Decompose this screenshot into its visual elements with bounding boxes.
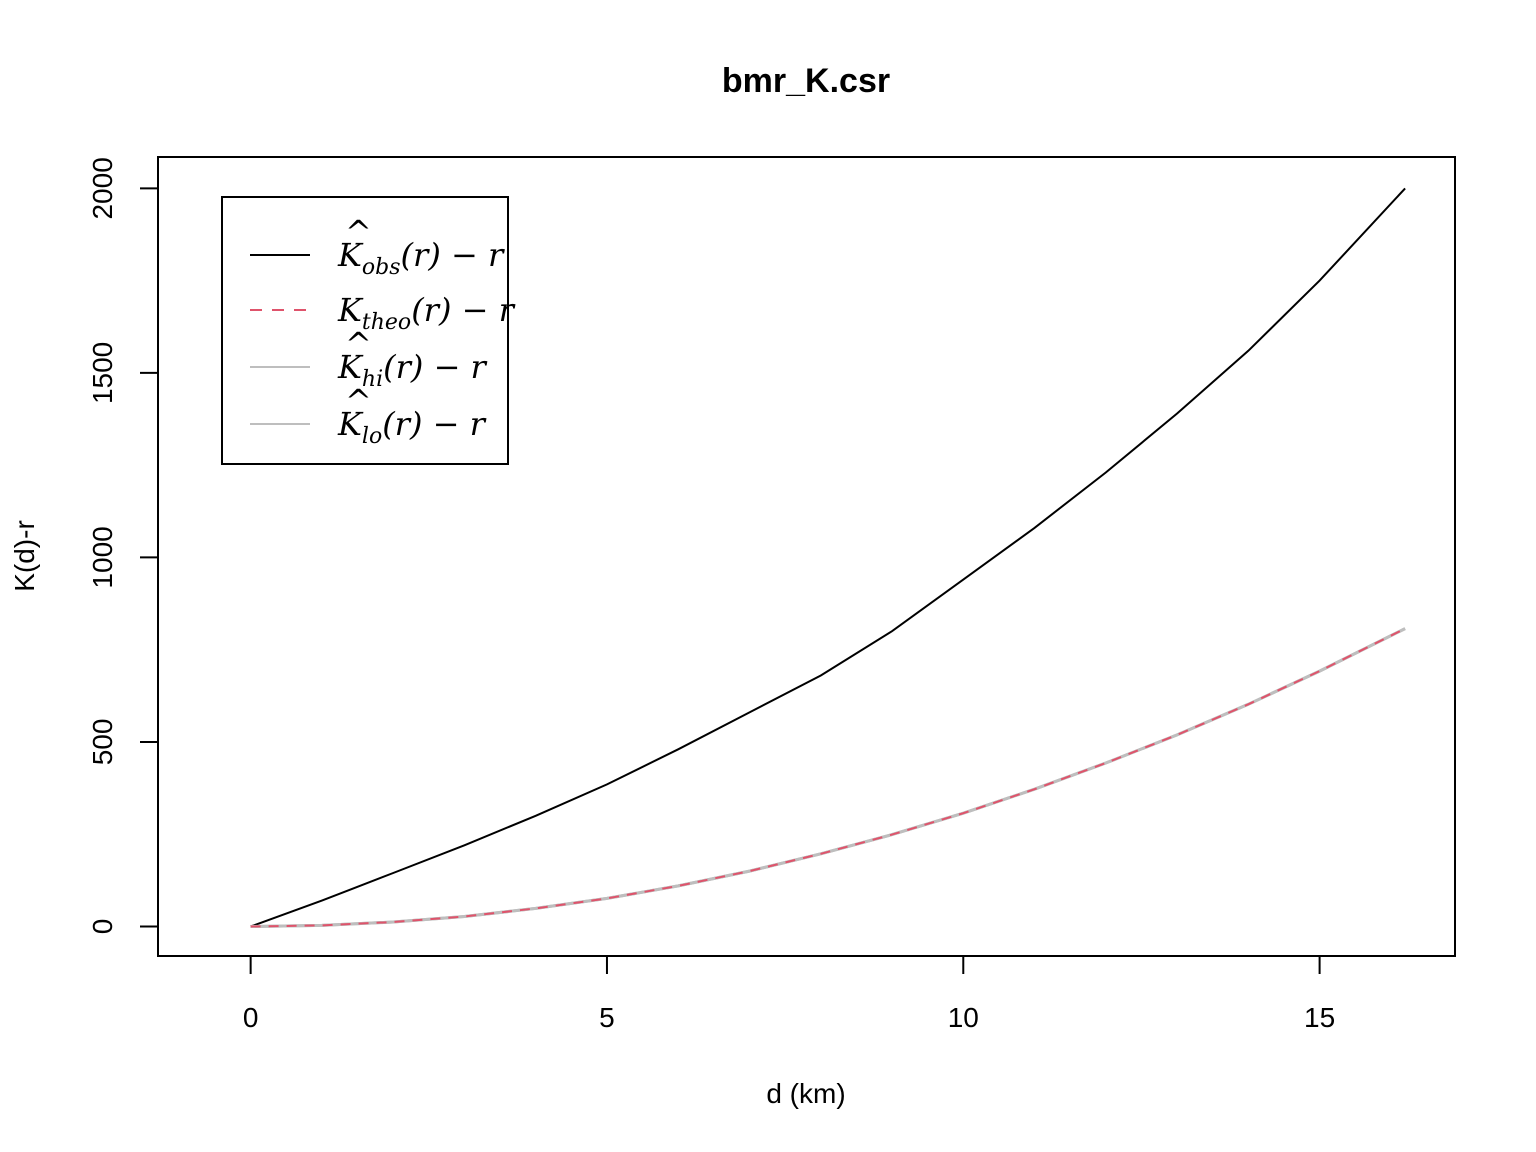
x-tick-label: 15 (1304, 1002, 1335, 1033)
legend-label-theo: Ktheo(r) − r (337, 291, 516, 335)
legend-label-lo: Klo(r) − r (337, 405, 487, 449)
chart-title: bmr_K.csr (722, 62, 890, 100)
legend-hat-accent: ^ (345, 213, 372, 251)
y-tick-label: 0 (87, 919, 118, 935)
y-tick-label: 2000 (87, 157, 118, 219)
y-axis-label: K(d)-r (9, 520, 40, 592)
series-layer (250, 187, 1406, 928)
x-axis: 0 5 10 15 (243, 955, 1335, 1033)
y-tick-label: 500 (87, 719, 118, 766)
legend-label-obs: Kobs(r) − r (337, 236, 505, 280)
legend-hat-accent: ^ (345, 325, 372, 363)
series-line-lo (250, 627, 1406, 928)
legend-hat-accent: ^ (345, 382, 372, 420)
legend-box (221, 196, 509, 465)
x-axis-label: d (km) (766, 1078, 845, 1109)
x-tick-label: 5 (599, 1002, 615, 1033)
legend-label-hi: Khi(r) − r (337, 348, 488, 392)
x-tick-label: 0 (243, 1002, 259, 1033)
series-line-theo (250, 627, 1406, 928)
y-tick-label: 1500 (87, 342, 118, 404)
series-line-hi (250, 627, 1406, 928)
y-tick-label: 1000 (87, 526, 118, 588)
x-tick-label: 10 (948, 1002, 979, 1033)
y-axis: 0 500 1000 1500 2000 (87, 157, 159, 935)
series-line-obs (250, 187, 1406, 928)
